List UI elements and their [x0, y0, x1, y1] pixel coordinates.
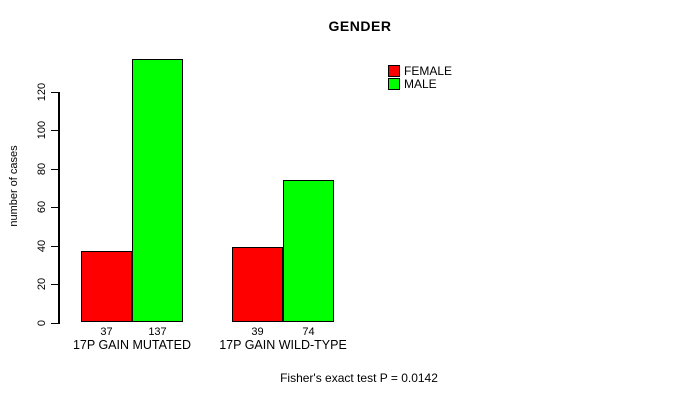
legend-swatch-male-icon — [388, 78, 400, 90]
category-label: 17P GAIN WILD-TYPE — [219, 338, 347, 352]
y-tick-label: 100 — [36, 120, 48, 140]
legend-label-male: MALE — [404, 77, 437, 91]
y-tick-mark — [51, 245, 58, 247]
bar-value-label: 39 — [251, 326, 264, 338]
bar-male-1 — [132, 58, 183, 323]
bar-value-label: 37 — [100, 326, 113, 338]
y-tick-label: 40 — [36, 239, 48, 252]
bar-female-2 — [232, 247, 283, 323]
y-tick-label: 80 — [36, 162, 48, 175]
y-tick-mark — [51, 91, 58, 93]
y-tick-label: 20 — [36, 277, 48, 291]
bar-value-label: 74 — [302, 326, 315, 338]
legend-item-female: FEMALE — [388, 65, 452, 77]
legend-label-female: FEMALE — [404, 64, 453, 78]
y-tick-mark — [51, 207, 58, 208]
y-axis-line — [58, 91, 60, 324]
y-tick-mark — [51, 168, 58, 170]
category-label: 17P GAIN MUTATED — [72, 338, 192, 352]
y-tick-mark — [51, 284, 58, 285]
chart-title: GENDER — [328, 18, 392, 34]
bar-male-2 — [283, 180, 334, 323]
bar-female-1 — [81, 251, 132, 323]
y-tick-mark — [51, 130, 58, 131]
y-axis-label: number of cases — [8, 145, 20, 227]
legend: FEMALE MALE — [388, 65, 452, 91]
legend-swatch-female-icon — [388, 65, 400, 77]
y-tick-label: 60 — [36, 200, 48, 214]
bar-value-label: 137 — [148, 326, 167, 338]
y-tick-label: 120 — [36, 82, 48, 101]
y-tick-label: 0 — [36, 319, 48, 326]
fisher-test-annotation: Fisher's exact test P = 0.0142 — [280, 371, 438, 385]
y-tick-mark — [51, 322, 58, 324]
legend-item-male: MALE — [388, 78, 452, 90]
